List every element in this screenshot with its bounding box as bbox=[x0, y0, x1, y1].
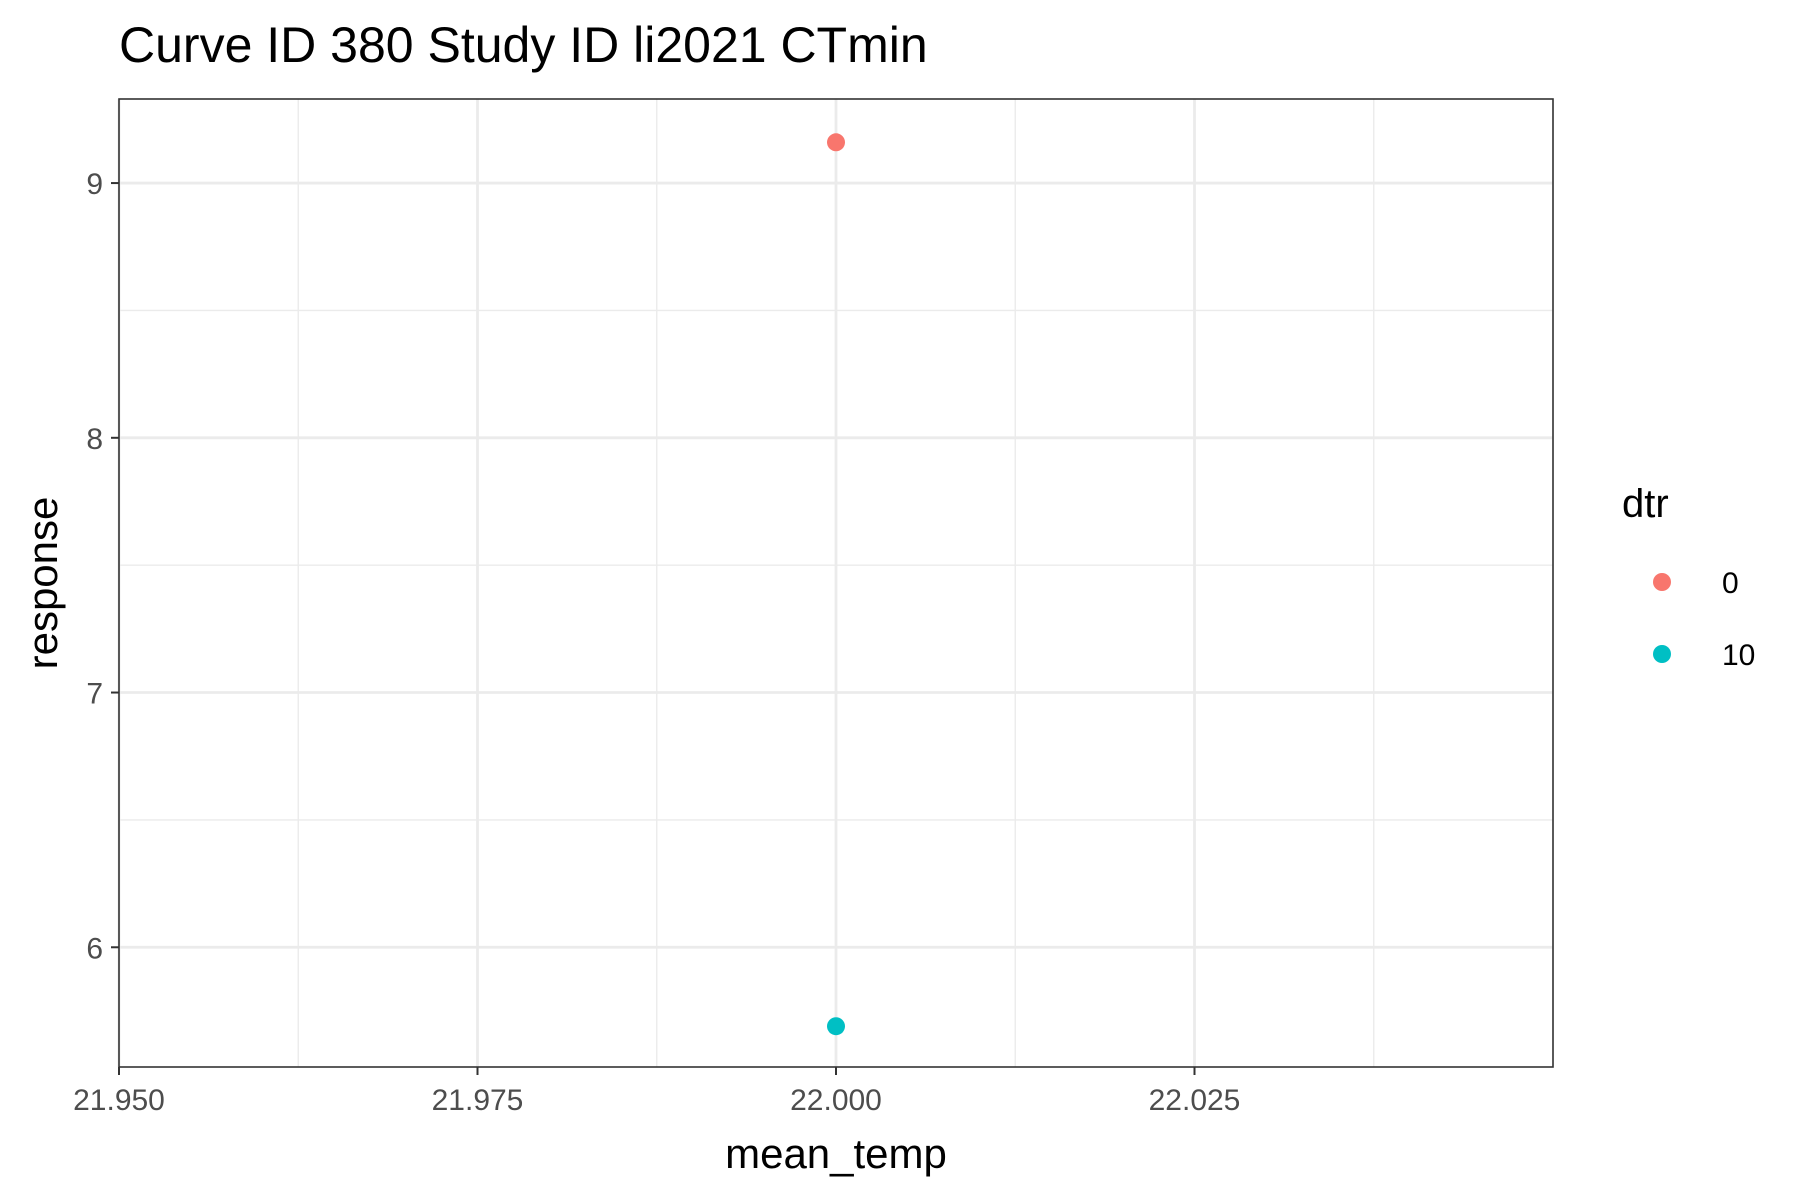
x-tick-label: 22.025 bbox=[1149, 1084, 1241, 1117]
x-tick-label: 21.975 bbox=[432, 1084, 524, 1117]
legend-label: 0 bbox=[1722, 567, 1739, 600]
y-tick-label: 9 bbox=[86, 168, 103, 201]
chart-title: Curve ID 380 Study ID li2021 CTmin bbox=[119, 17, 928, 73]
x-tick-label: 21.950 bbox=[73, 1084, 165, 1117]
legend-label: 10 bbox=[1722, 639, 1755, 672]
y-tick-label: 7 bbox=[86, 678, 103, 711]
y-tick-label: 8 bbox=[86, 423, 103, 456]
y-tick-label: 6 bbox=[86, 932, 103, 965]
data-points bbox=[827, 133, 845, 1036]
legend-title: dtr bbox=[1622, 482, 1669, 526]
legend: dtr 0 10 bbox=[1622, 482, 1755, 672]
y-axis-title: response bbox=[19, 497, 66, 670]
x-axis-title: mean_temp bbox=[725, 1130, 947, 1177]
data-point bbox=[827, 1017, 845, 1036]
legend-key bbox=[1653, 645, 1671, 663]
legend-key bbox=[1653, 573, 1671, 591]
x-tick-label: 22.000 bbox=[790, 1084, 882, 1117]
data-point bbox=[827, 133, 845, 152]
axes: 21.950 21.975 22.000 22.025 6 7 8 9 bbox=[73, 168, 1240, 1117]
